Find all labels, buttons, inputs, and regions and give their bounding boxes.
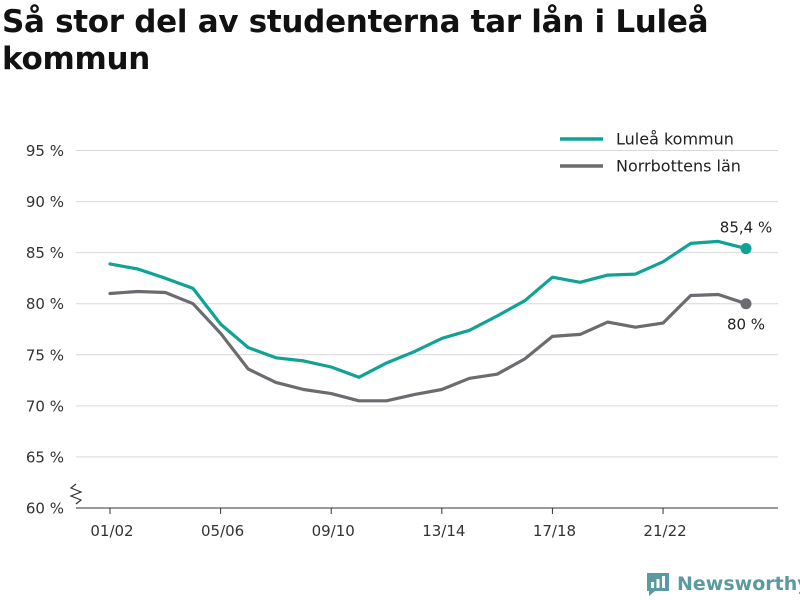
x-tick-label: 05/06 — [201, 522, 244, 540]
x-tick-label: 17/18 — [533, 522, 576, 540]
x-tick-label: 13/14 — [422, 522, 465, 540]
y-tick-label: 70 % — [26, 397, 64, 415]
y-tick-label: 60 % — [26, 500, 64, 518]
legend-label: Norrbottens län — [616, 157, 741, 176]
series-line — [108, 289, 748, 403]
y-tick-label: 90 % — [26, 193, 64, 211]
series-end-point — [740, 243, 752, 255]
y-tick-label: 95 % — [26, 142, 64, 160]
x-tick-label: 09/10 — [312, 522, 355, 540]
data-label: 85,4 % — [720, 219, 772, 237]
axis-break-icon — [69, 483, 83, 505]
chart-title: Så stor del av studenterna tar lån i Lul… — [2, 4, 709, 77]
brand-logo[interactable]: Newsworthy — [645, 568, 800, 600]
y-tick-label: 75 % — [26, 346, 64, 364]
x-tick-label: 21/22 — [643, 522, 686, 540]
newsworthy-logo-icon — [647, 573, 669, 596]
y-tick-label: 85 % — [26, 244, 64, 262]
legend-label: Luleå kommun — [616, 130, 734, 149]
series-line — [108, 239, 748, 379]
x-tick-label: 01/02 — [90, 522, 133, 540]
data-label: 80 % — [727, 316, 765, 334]
brand-name: Newsworthy — [677, 573, 800, 595]
series-end-point — [740, 298, 752, 310]
y-tick-label: 65 % — [26, 448, 64, 466]
y-tick-label: 80 % — [26, 295, 64, 313]
